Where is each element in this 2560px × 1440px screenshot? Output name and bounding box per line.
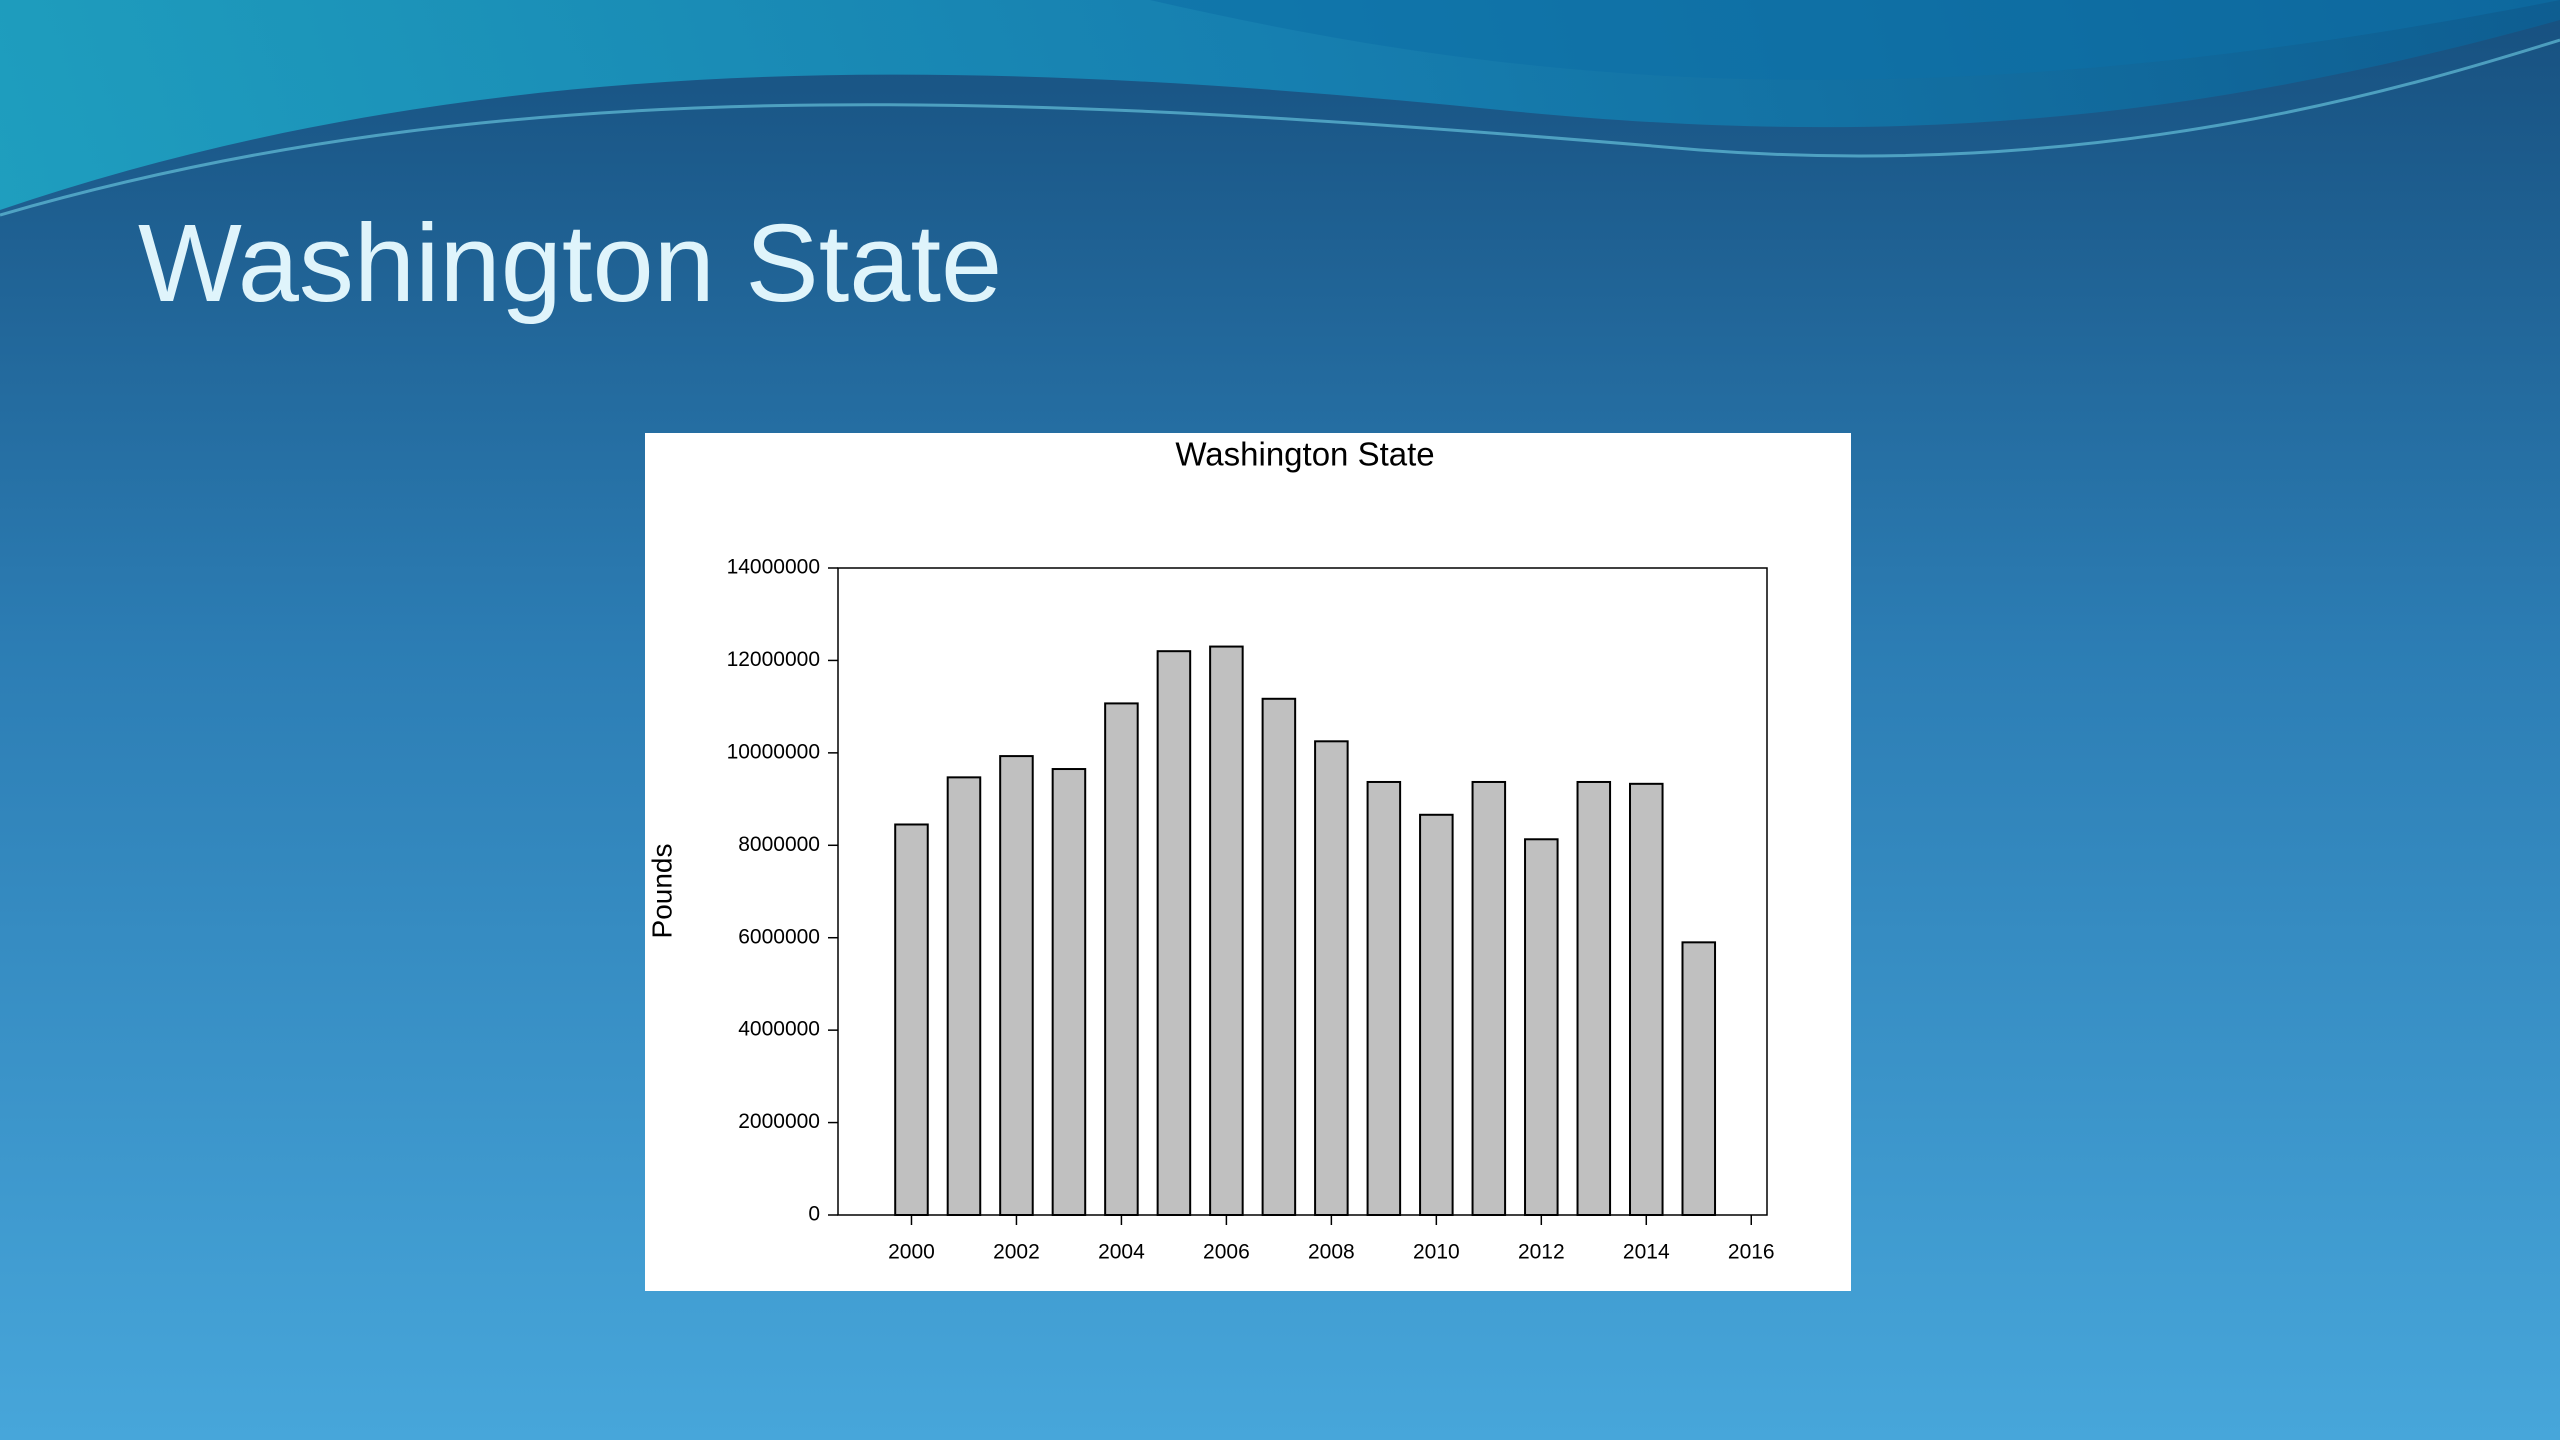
y-tick-label: 12000000 xyxy=(727,648,820,671)
y-tick-label: 6000000 xyxy=(738,925,820,948)
y-tick-label: 8000000 xyxy=(738,833,820,856)
bar xyxy=(1314,740,1349,1217)
slide-title: Washington State xyxy=(138,202,1002,325)
bar xyxy=(1051,768,1087,1217)
plot-frame xyxy=(837,567,1768,1216)
y-tick-label: 2000000 xyxy=(738,1110,820,1133)
bar xyxy=(1156,650,1192,1216)
x-tick-label: 2014 xyxy=(1623,1241,1670,1264)
bar xyxy=(999,755,1034,1217)
chart-area xyxy=(645,433,1851,1291)
bar xyxy=(894,823,929,1216)
y-tick-label: 14000000 xyxy=(727,556,820,579)
bar xyxy=(1261,697,1297,1216)
x-tick-label: 2016 xyxy=(1728,1241,1775,1264)
x-tick-label: 2006 xyxy=(1203,1241,1250,1264)
y-tick-label: 10000000 xyxy=(727,740,820,763)
bar xyxy=(1681,941,1717,1216)
bar xyxy=(1366,780,1402,1217)
y-tick-label: 4000000 xyxy=(738,1018,820,1041)
x-tick-label: 2000 xyxy=(888,1241,935,1264)
wave xyxy=(1150,0,2560,80)
x-tick-label: 2008 xyxy=(1308,1241,1355,1264)
x-tick-label: 2002 xyxy=(993,1241,1040,1264)
bar xyxy=(1471,780,1507,1217)
x-tick-label: 2004 xyxy=(1098,1241,1145,1264)
chart-title: Washington State xyxy=(1175,436,1434,473)
y-tick-label: 0 xyxy=(808,1203,820,1226)
y-axis-label: Pounds xyxy=(646,844,677,939)
x-tick-label: 2010 xyxy=(1413,1241,1460,1264)
x-tick-label: 2012 xyxy=(1518,1241,1565,1264)
wave-line xyxy=(0,38,2560,217)
bar xyxy=(1209,645,1244,1216)
bar xyxy=(1104,702,1139,1216)
bar xyxy=(946,776,982,1216)
bar xyxy=(1419,813,1454,1217)
bar xyxy=(1524,838,1559,1216)
bar xyxy=(1576,780,1612,1217)
bar xyxy=(1629,782,1664,1217)
